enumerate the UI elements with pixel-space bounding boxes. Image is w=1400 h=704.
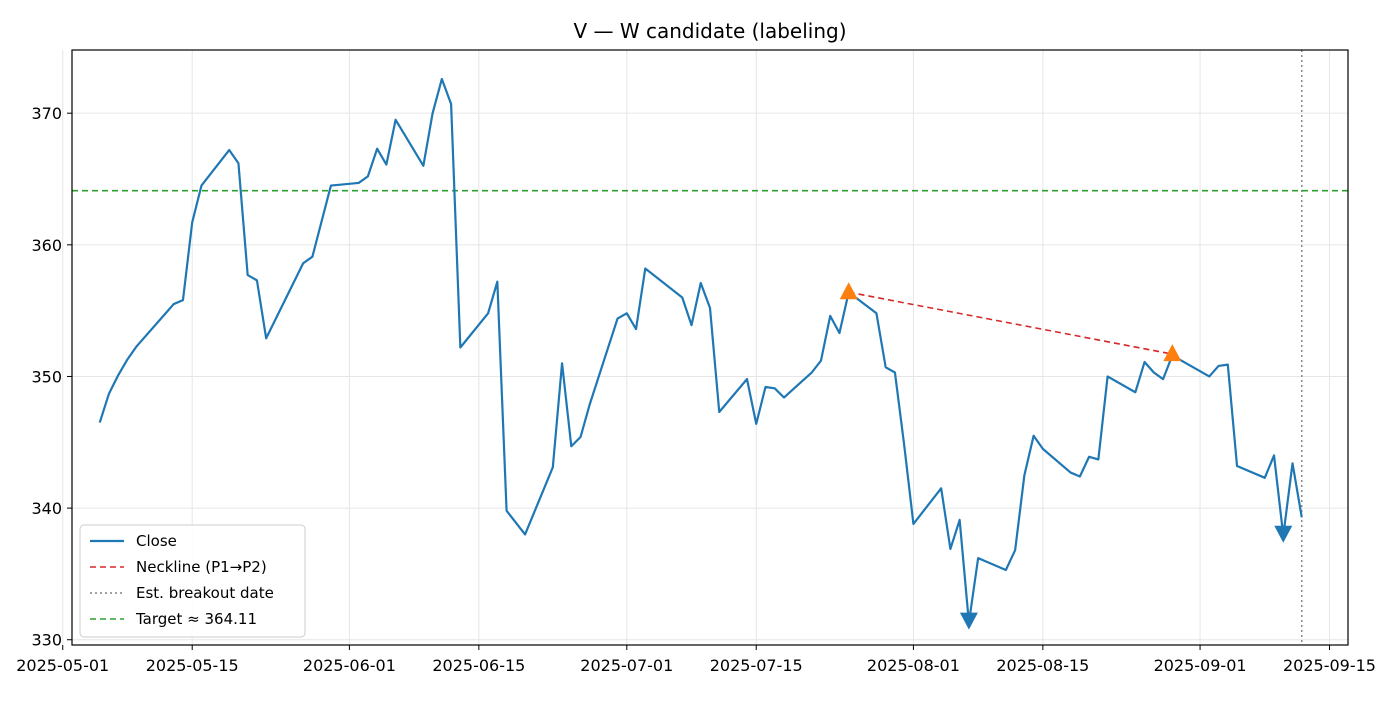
reference-lines [72, 50, 1348, 645]
y-tick-label: 350 [31, 367, 62, 386]
x-tick-label: 2025-05-15 [146, 656, 239, 675]
series-lines [98, 77, 1303, 624]
x-tick-label: 2025-06-01 [303, 656, 396, 675]
x-tick-label: 2025-09-15 [1283, 656, 1376, 675]
trough-marker [959, 612, 978, 630]
x-tick-label: 2025-07-15 [710, 656, 803, 675]
x-tick-label: 2025-07-01 [580, 656, 673, 675]
legend-label: Close [136, 532, 177, 550]
x-tick-label: 2025-08-15 [996, 656, 1089, 675]
neckline-line [848, 291, 1173, 355]
grid-lines [62, 50, 1348, 645]
markers [839, 282, 1293, 630]
legend-label: Neckline (P1→P2) [136, 558, 267, 576]
x-tick-label: 2025-06-15 [432, 656, 525, 675]
x-tick-label: 2025-08-01 [867, 656, 960, 675]
legend-label: Target ≈ 364.11 [135, 610, 257, 628]
x-tick-label: 2025-05-01 [16, 656, 109, 675]
legend: Close Neckline (P1→P2) Est. breakout date T… [79, 524, 306, 638]
y-tick-label: 330 [31, 631, 62, 650]
plot-frame [71, 49, 1349, 646]
chart-title: V — W candidate (labeling) [573, 19, 846, 43]
legend-label: Est. breakout date [136, 584, 274, 602]
peak-marker [1163, 344, 1182, 362]
x-tick-label: 2025-09-01 [1154, 656, 1247, 675]
trough-marker [1274, 525, 1293, 543]
y-tick-label: 340 [31, 499, 62, 518]
y-tick-label: 360 [31, 236, 62, 255]
peak-marker [839, 282, 858, 300]
legend-box [79, 524, 306, 638]
close-price-line [98, 77, 1303, 624]
axis-ticks: 2025-05-01 2025-05-15 2025-06-01 2025-06-15… [16, 104, 1376, 675]
y-tick-label: 370 [31, 104, 62, 123]
